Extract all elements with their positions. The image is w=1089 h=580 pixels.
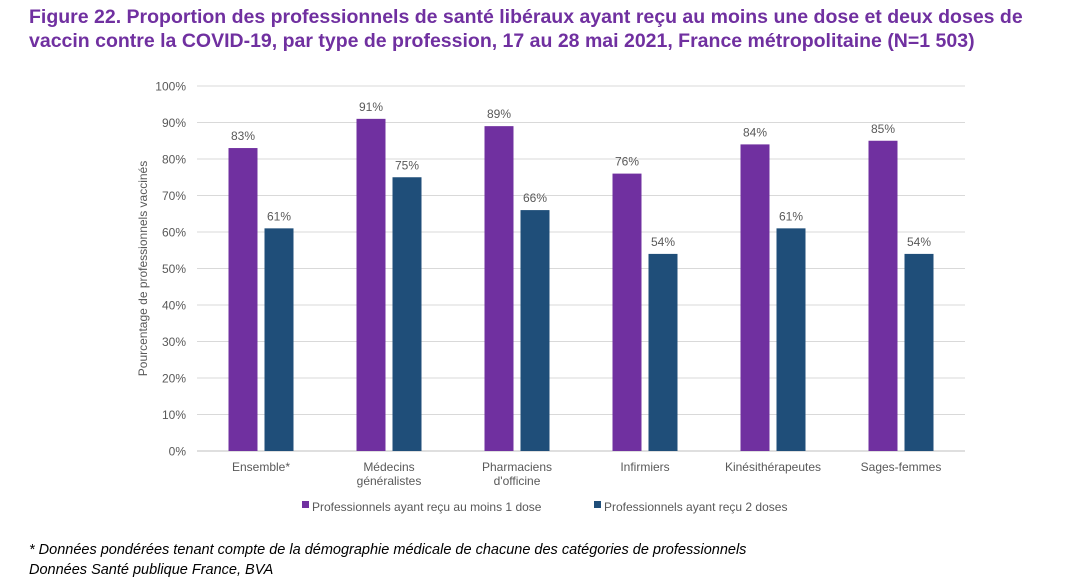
x-tick-label: Sages-femmes bbox=[861, 460, 942, 474]
x-tick-label: Pharmaciens bbox=[482, 460, 552, 474]
data-label: 75% bbox=[395, 158, 419, 172]
y-axis-label: Pourcentage de professionnels vaccinés bbox=[136, 161, 150, 376]
bar bbox=[356, 118, 386, 451]
bar bbox=[228, 148, 258, 452]
chart-title: Figure 22. Proportion des professionnels… bbox=[29, 6, 1023, 52]
data-label: 54% bbox=[651, 235, 675, 249]
y-tick-label: 70% bbox=[162, 189, 186, 203]
data-label: 83% bbox=[231, 129, 255, 143]
bar bbox=[868, 140, 898, 451]
x-tick-label: Infirmiers bbox=[620, 460, 669, 474]
data-label: 76% bbox=[615, 155, 639, 169]
bar bbox=[264, 228, 294, 451]
data-label: 61% bbox=[779, 209, 803, 223]
data-label: 54% bbox=[907, 235, 931, 249]
legend-label: Professionnels ayant reçu 2 doses bbox=[604, 500, 787, 514]
legend-swatch bbox=[302, 501, 309, 508]
bar bbox=[648, 253, 678, 451]
x-tick-label: Médecins bbox=[363, 460, 414, 474]
footnote-source: Données Santé publique France, BVA bbox=[29, 562, 274, 578]
bar bbox=[484, 126, 514, 452]
data-label: 61% bbox=[267, 209, 291, 223]
bar bbox=[904, 253, 934, 451]
y-tick-label: 90% bbox=[162, 116, 186, 130]
bar bbox=[740, 144, 770, 451]
y-tick-label: 100% bbox=[155, 80, 186, 94]
bar bbox=[392, 177, 422, 451]
y-tick-label: 50% bbox=[162, 262, 186, 276]
bar bbox=[520, 210, 550, 451]
y-tick-label: 0% bbox=[169, 445, 187, 459]
x-tick-label: généralistes bbox=[357, 474, 422, 488]
legend-swatch bbox=[594, 501, 601, 508]
x-tick-label: d'officine bbox=[494, 474, 541, 488]
data-label: 85% bbox=[871, 122, 895, 136]
x-tick-label: Ensemble* bbox=[232, 460, 290, 474]
data-label: 89% bbox=[487, 107, 511, 121]
data-label: 84% bbox=[743, 125, 767, 139]
data-label: 91% bbox=[359, 100, 383, 114]
x-tick-label: Kinésithérapeutes bbox=[725, 460, 821, 474]
y-tick-label: 80% bbox=[162, 153, 186, 167]
y-tick-label: 30% bbox=[162, 335, 186, 349]
data-label: 66% bbox=[523, 191, 547, 205]
y-tick-label: 60% bbox=[162, 226, 186, 240]
legend-label: Professionnels ayant reçu au moins 1 dos… bbox=[312, 500, 542, 514]
y-tick-label: 10% bbox=[162, 408, 186, 422]
bar bbox=[612, 173, 642, 451]
y-tick-label: 40% bbox=[162, 299, 186, 313]
bar bbox=[776, 228, 806, 451]
footnote-weighting: * Données pondérées tenant compte de la … bbox=[29, 542, 747, 558]
y-tick-label: 20% bbox=[162, 372, 186, 386]
